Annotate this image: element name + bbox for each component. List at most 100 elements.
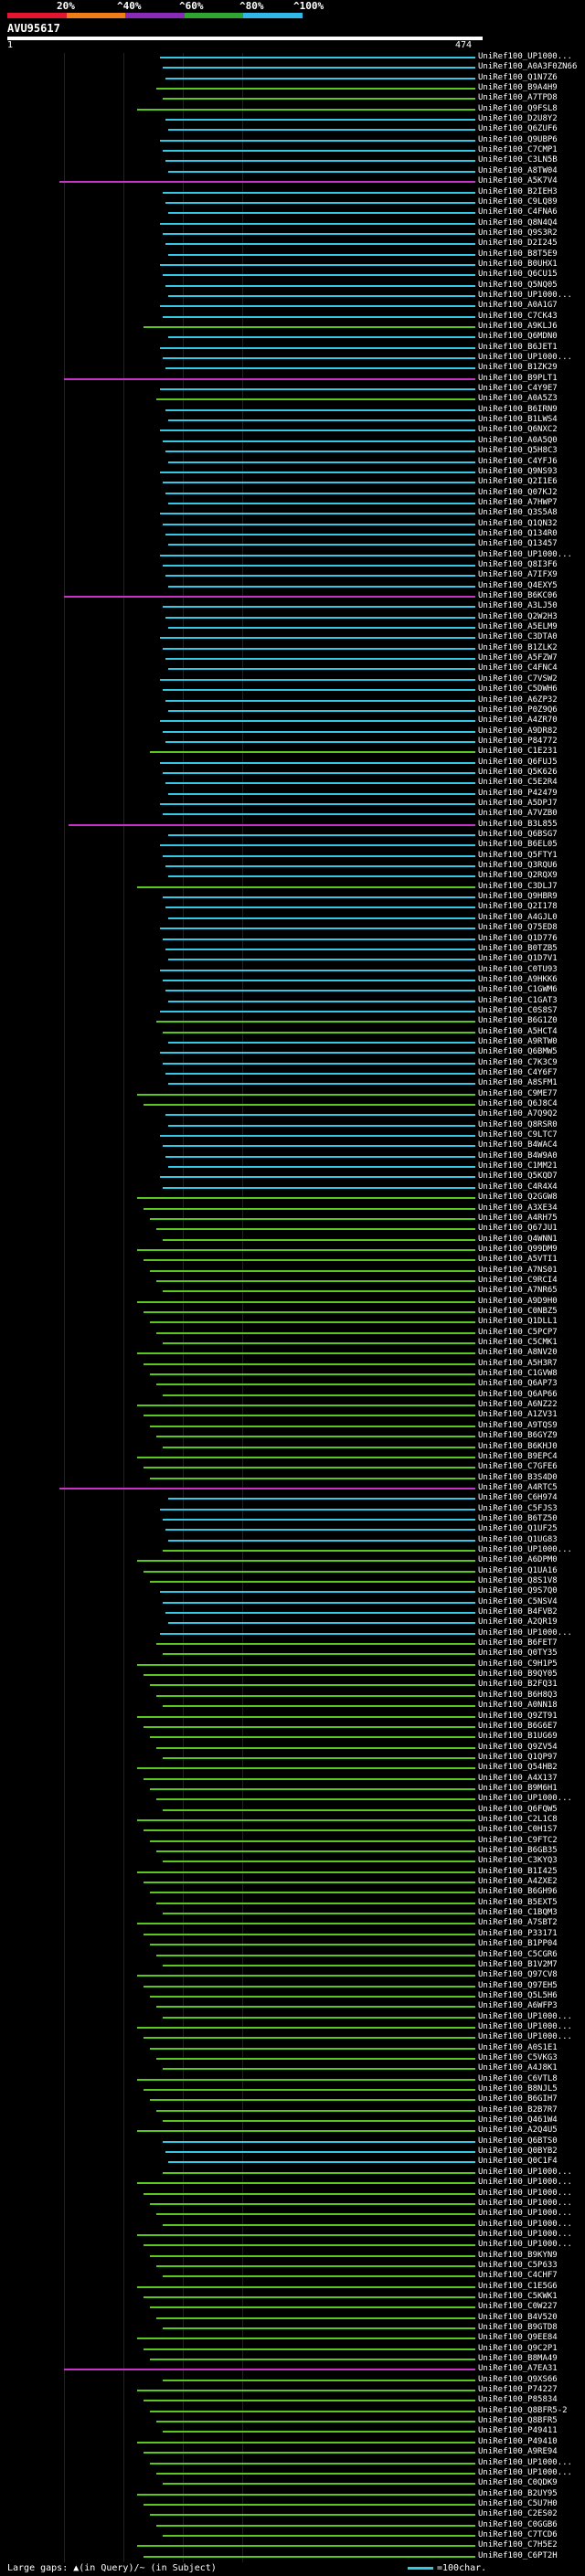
hit-label[interactable]: UniRef100_B0TZB5 <box>478 943 558 953</box>
alignment-bar[interactable] <box>165 699 475 702</box>
hit-row[interactable]: UniRef100_Q6MDN0 <box>0 332 585 343</box>
alignment-bar[interactable] <box>150 1684 475 1687</box>
alignment-bar[interactable] <box>160 263 475 266</box>
alignment-bar[interactable] <box>144 1207 475 1210</box>
hit-row[interactable]: UniRef100_C4R4X4 <box>0 1182 585 1193</box>
alignment-bar[interactable] <box>160 222 475 225</box>
alignment-bar[interactable] <box>156 1850 475 1853</box>
hit-row[interactable]: UniRef100_C9LQ89 <box>0 197 585 208</box>
hit-row[interactable]: UniRef100_C4YFJ6 <box>0 457 585 468</box>
hit-row[interactable]: UniRef100_B2B7R7 <box>0 2105 585 2116</box>
hit-label[interactable]: UniRef100_C3KYQ3 <box>478 1856 558 1866</box>
alignment-bar[interactable] <box>163 1062 475 1065</box>
alignment-bar[interactable] <box>165 77 475 80</box>
alignment-bar[interactable] <box>165 1529 475 1532</box>
alignment-bar[interactable] <box>160 1176 475 1179</box>
hit-label[interactable]: UniRef100_A7EA31 <box>478 2364 558 2374</box>
alignment-bar[interactable] <box>150 1321 475 1324</box>
hit-label[interactable]: UniRef100_Q5K626 <box>478 767 558 777</box>
hit-row[interactable]: UniRef100_UP1000... <box>0 2199 585 2210</box>
alignment-bar[interactable] <box>168 502 475 504</box>
hit-label[interactable]: UniRef100_Q6BSG7 <box>478 830 558 840</box>
alignment-bar[interactable] <box>165 284 475 287</box>
hit-row[interactable]: UniRef100_C9H1P5 <box>0 1659 585 1670</box>
alignment-bar[interactable] <box>165 1073 475 1076</box>
hit-label[interactable]: UniRef100_Q3RQU6 <box>478 861 558 871</box>
hit-label[interactable]: UniRef100_B1PP04 <box>478 1939 558 1949</box>
hit-row[interactable]: UniRef100_C0H1S7 <box>0 1825 585 1836</box>
alignment-bar[interactable] <box>163 730 475 733</box>
alignment-bar[interactable] <box>150 1995 475 1998</box>
hit-label[interactable]: UniRef100_B6H8Q3 <box>478 1690 558 1700</box>
hit-row[interactable]: UniRef100_B2IEH3 <box>0 187 585 198</box>
hit-label[interactable]: UniRef100_Q8BFR5-2 <box>478 2405 568 2415</box>
hit-label[interactable]: UniRef100_A1ZV31 <box>478 1410 558 1420</box>
hit-label[interactable]: UniRef100_A8TW04 <box>478 165 558 175</box>
hit-row[interactable]: UniRef100_Q1UF25 <box>0 1524 585 1535</box>
hit-label[interactable]: UniRef100_Q2I1E6 <box>478 477 558 487</box>
hit-label[interactable]: UniRef100_Q6CU15 <box>478 270 558 280</box>
hit-row[interactable]: UniRef100_A7HWP7 <box>0 498 585 509</box>
hit-row[interactable]: UniRef100_Q1DLL1 <box>0 1317 585 1328</box>
hit-row[interactable]: UniRef100_C7VSW2 <box>0 674 585 685</box>
alignment-bar[interactable] <box>160 1632 475 1635</box>
alignment-bar[interactable] <box>150 2462 475 2465</box>
hit-label[interactable]: UniRef100_Q1D776 <box>478 933 558 943</box>
alignment-bar[interactable] <box>150 2099 475 2102</box>
hit-label[interactable]: UniRef100_UP1000... <box>478 1794 572 1804</box>
alignment-bar[interactable] <box>59 1487 475 1489</box>
hit-row[interactable]: UniRef100_D2U8Y2 <box>0 114 585 125</box>
hit-row[interactable]: UniRef100_Q2GGW8 <box>0 1193 585 1203</box>
hit-row[interactable]: UniRef100_Q8N4Q4 <box>0 218 585 229</box>
alignment-bar[interactable] <box>137 2441 475 2443</box>
hit-label[interactable]: UniRef100_B9PLT1 <box>478 373 558 383</box>
alignment-bar[interactable] <box>163 813 475 816</box>
alignment-bar[interactable] <box>150 2202 475 2205</box>
alignment-bar[interactable] <box>163 896 475 899</box>
hit-label[interactable]: UniRef100_UP1000... <box>478 2240 572 2250</box>
alignment-bar[interactable] <box>156 88 475 90</box>
alignment-bar[interactable] <box>144 1674 475 1677</box>
alignment-bar[interactable] <box>156 2057 475 2060</box>
hit-row[interactable]: UniRef100_A2Q4U5 <box>0 2125 585 2136</box>
hit-label[interactable]: UniRef100_C7GFE6 <box>478 1462 558 1472</box>
hit-row[interactable]: UniRef100_A0A1G7 <box>0 301 585 312</box>
hit-row[interactable]: UniRef100_C6VTL8 <box>0 2074 585 2085</box>
alignment-bar[interactable] <box>137 1093 475 1096</box>
hit-label[interactable]: UniRef100_A3XE34 <box>478 1203 558 1213</box>
hit-row[interactable]: UniRef100_A9KLJ6 <box>0 322 585 333</box>
hit-row[interactable]: UniRef100_B9M6H1 <box>0 1784 585 1795</box>
alignment-bar[interactable] <box>160 471 475 473</box>
hit-label[interactable]: UniRef100_A6WFP3 <box>478 2001 558 2011</box>
hit-row[interactable]: UniRef100_A8TW04 <box>0 165 585 177</box>
hit-label[interactable]: UniRef100_UP1000... <box>478 2219 572 2229</box>
hit-label[interactable]: UniRef100_UP1000... <box>478 549 572 559</box>
hit-label[interactable]: UniRef100_B1V2M7 <box>478 1959 558 1969</box>
hit-label[interactable]: UniRef100_C0H1S7 <box>478 1825 558 1835</box>
hit-label[interactable]: UniRef100_A4ZR70 <box>478 716 558 726</box>
hit-label[interactable]: UniRef100_A5K7V4 <box>478 176 558 186</box>
alignment-bar[interactable] <box>144 2503 475 2506</box>
hit-label[interactable]: UniRef100_Q99DM9 <box>478 1244 558 1254</box>
hit-row[interactable]: UniRef100_Q99DM9 <box>0 1244 585 1256</box>
hit-row[interactable]: UniRef100_B1UG69 <box>0 1732 585 1743</box>
alignment-bar[interactable] <box>156 2006 475 2009</box>
hit-label[interactable]: UniRef100_C1E5G6 <box>478 2281 558 2291</box>
hit-row[interactable]: UniRef100_Q9XS66 <box>0 2375 585 2386</box>
hit-row[interactable]: UniRef100_C7CK43 <box>0 312 585 323</box>
hit-row[interactable]: UniRef100_B2UY95 <box>0 2489 585 2500</box>
hit-row[interactable]: UniRef100_C6H974 <box>0 1493 585 1504</box>
hit-label[interactable]: UniRef100_Q6AP73 <box>478 1379 558 1389</box>
alignment-bar[interactable] <box>168 1124 475 1127</box>
alignment-bar[interactable] <box>160 513 475 515</box>
hit-label[interactable]: UniRef100_UP1000... <box>478 2467 572 2477</box>
hit-row[interactable]: UniRef100_Q5FTY1 <box>0 851 585 862</box>
hit-label[interactable]: UniRef100_A7Q9Q2 <box>478 1109 558 1119</box>
alignment-bar[interactable] <box>163 2140 475 2143</box>
hit-label[interactable]: UniRef100_UP1000... <box>478 2032 572 2042</box>
hit-row[interactable]: UniRef100_C1GWM6 <box>0 985 585 996</box>
hit-label[interactable]: UniRef100_A7VZB0 <box>478 809 558 819</box>
alignment-bar[interactable] <box>150 1477 475 1479</box>
hit-label[interactable]: UniRef100_UP1000... <box>478 2457 572 2467</box>
hit-label[interactable]: UniRef100_B6FET7 <box>478 1638 558 1648</box>
